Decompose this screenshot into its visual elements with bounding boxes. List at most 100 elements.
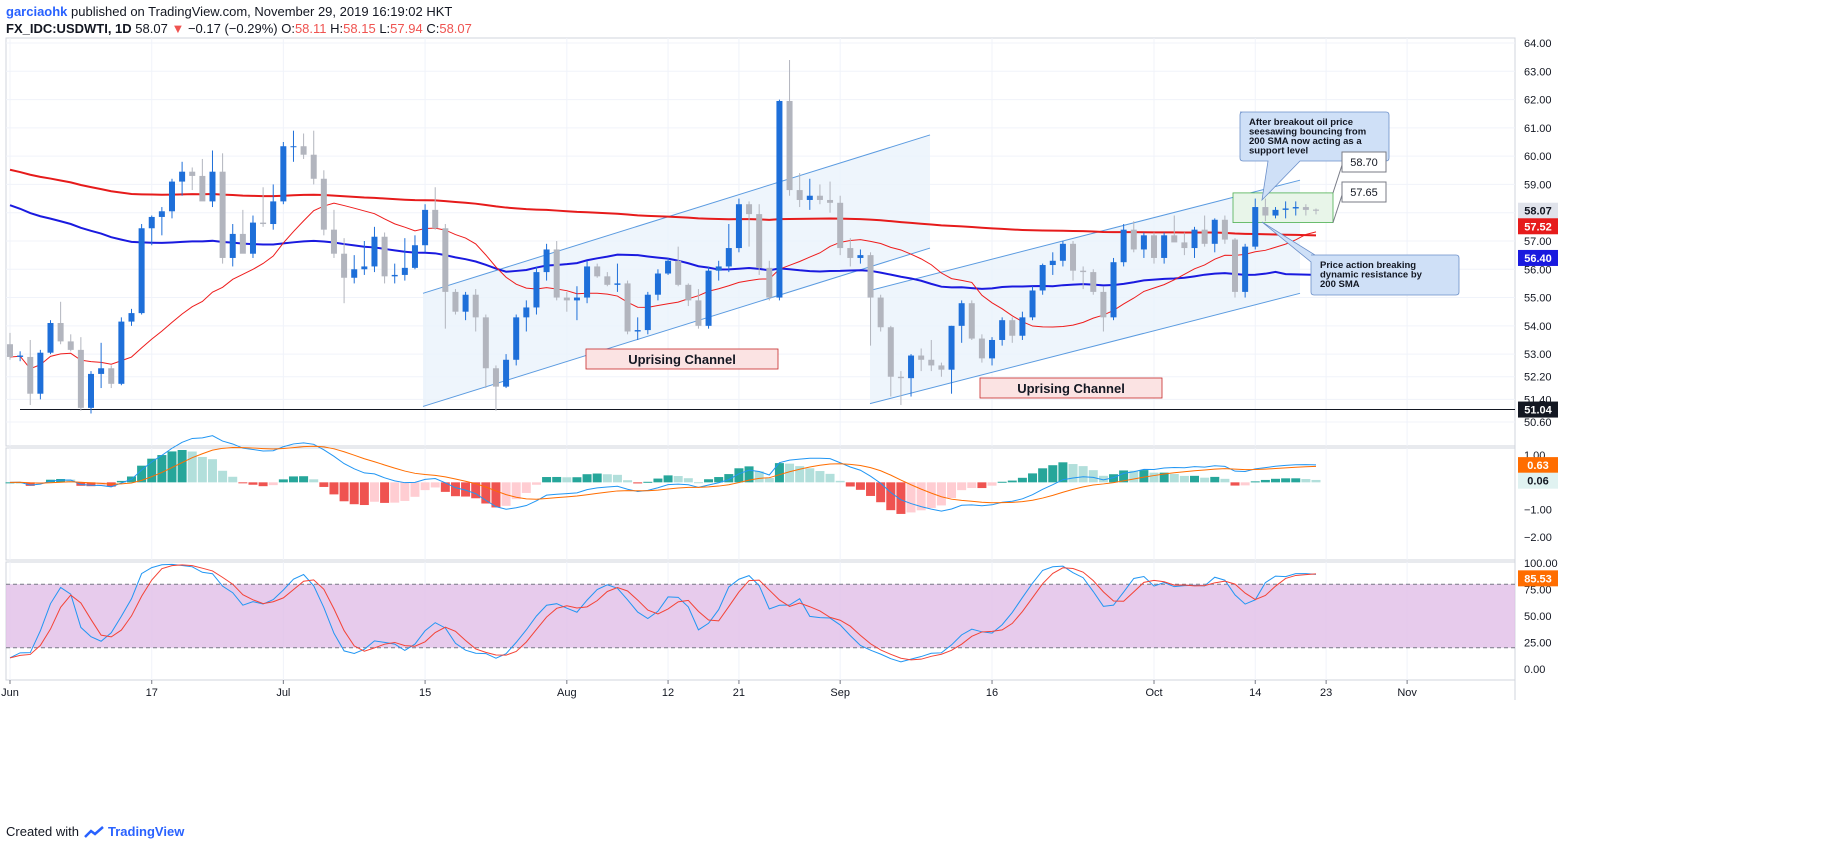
candle-body bbox=[219, 171, 226, 258]
candle bbox=[401, 238, 408, 281]
candle bbox=[189, 167, 196, 191]
candle-body bbox=[654, 273, 661, 295]
macd-histogram-bar bbox=[1301, 479, 1311, 483]
high-value: 58.15 bbox=[343, 21, 376, 36]
x-tick-label: 14 bbox=[1249, 687, 1261, 699]
candle-body bbox=[776, 100, 783, 298]
candle bbox=[897, 371, 904, 406]
candle-body bbox=[432, 209, 439, 229]
candle-body bbox=[918, 355, 925, 360]
tradingview-logo[interactable]: TradingView bbox=[83, 824, 184, 839]
price-tick-label: 59.00 bbox=[1524, 179, 1552, 191]
macd-histogram-bar bbox=[207, 459, 217, 483]
candle-body bbox=[877, 297, 884, 328]
price-axis-badge: 58.07 bbox=[1518, 202, 1558, 219]
symbol-label[interactable]: FX_IDC:USDWTI, 1D bbox=[6, 21, 132, 36]
macd-histogram-bar bbox=[835, 480, 845, 483]
candle-body bbox=[37, 352, 44, 394]
macd-histogram-bar bbox=[1260, 479, 1270, 483]
macd-axis-badge: 0.06 bbox=[1518, 472, 1558, 489]
candle bbox=[351, 255, 358, 284]
candle bbox=[827, 181, 834, 213]
candle bbox=[553, 240, 560, 301]
macd-histogram-bar bbox=[1271, 478, 1281, 483]
open-value: 58.11 bbox=[294, 21, 327, 36]
macd-histogram-bar bbox=[1200, 477, 1210, 483]
macd-histogram-bar bbox=[471, 482, 481, 499]
macd-histogram-bar bbox=[744, 466, 754, 483]
candle-body bbox=[1151, 235, 1158, 258]
candle-body bbox=[199, 175, 206, 202]
candle-body bbox=[1009, 320, 1016, 336]
x-tick-label: 17 bbox=[146, 687, 158, 699]
macd-histogram-bar bbox=[309, 479, 319, 483]
candle-body bbox=[371, 236, 378, 267]
callout-text-line: Price action breaking bbox=[1320, 260, 1416, 271]
macd-histogram-bar bbox=[218, 470, 228, 483]
macd-histogram-bar bbox=[1058, 462, 1068, 483]
candle bbox=[37, 349, 44, 400]
x-tick-label: 23 bbox=[1320, 687, 1332, 699]
x-tick-label: 16 bbox=[986, 687, 998, 699]
macd-histogram-bar bbox=[542, 477, 552, 483]
candle-body bbox=[270, 201, 277, 225]
high-label: H: bbox=[330, 21, 344, 36]
candle bbox=[1049, 252, 1056, 275]
candle-body bbox=[98, 368, 105, 374]
candle bbox=[735, 198, 742, 253]
candle-body bbox=[310, 154, 317, 179]
candle bbox=[989, 337, 996, 366]
candle-body bbox=[675, 260, 682, 285]
macd-histogram-bar bbox=[197, 456, 207, 483]
candle-body bbox=[482, 317, 489, 369]
macd-histogram-bar bbox=[936, 482, 946, 506]
candle bbox=[199, 158, 206, 202]
macd-histogram-bar bbox=[704, 479, 714, 483]
macd-histogram-bar bbox=[623, 480, 633, 483]
candle-body bbox=[158, 211, 165, 217]
stoch-tick-label: 25.00 bbox=[1524, 638, 1552, 650]
candle bbox=[1059, 240, 1066, 267]
macd-histogram-bar bbox=[116, 480, 126, 483]
callout-text-line: dynamic resistance by bbox=[1320, 270, 1423, 281]
candle-body bbox=[1100, 291, 1107, 318]
candle-body bbox=[1181, 242, 1188, 249]
candle-body bbox=[523, 307, 530, 318]
candle-body bbox=[1292, 207, 1299, 209]
x-tick-label: Jul bbox=[276, 687, 290, 699]
candle bbox=[452, 289, 459, 315]
candle-body bbox=[685, 284, 692, 301]
candle bbox=[371, 226, 378, 273]
candle-body bbox=[168, 181, 175, 212]
price-tick-label: 52.20 bbox=[1524, 372, 1552, 384]
candle bbox=[867, 252, 874, 346]
candle bbox=[513, 314, 520, 366]
macd-histogram-bar bbox=[531, 482, 541, 485]
candle-body bbox=[806, 195, 813, 200]
macd-histogram-bar bbox=[228, 476, 238, 483]
candle-body bbox=[330, 229, 337, 254]
candle-body bbox=[1039, 265, 1046, 291]
macd-histogram-bar bbox=[461, 482, 471, 497]
candle-body bbox=[1019, 317, 1026, 336]
macd-histogram-bar bbox=[967, 482, 977, 489]
author-link[interactable]: garciaohk bbox=[6, 4, 68, 19]
candle bbox=[1070, 240, 1077, 281]
stoch-d-line bbox=[9, 564, 1317, 661]
candle-body bbox=[381, 236, 388, 277]
candle-body bbox=[563, 297, 570, 301]
candle-body bbox=[887, 327, 894, 377]
channel-label: Uprising Channel bbox=[628, 352, 736, 367]
candle bbox=[67, 334, 74, 352]
candle-body bbox=[1211, 219, 1218, 244]
badge-bg bbox=[1518, 570, 1558, 587]
macd-histogram-bar bbox=[25, 482, 35, 486]
candle bbox=[604, 272, 611, 287]
low-label: L: bbox=[379, 21, 391, 36]
macd-histogram-bar bbox=[430, 482, 440, 488]
candle bbox=[816, 184, 823, 205]
sma-20-line bbox=[9, 202, 1317, 370]
candle-body bbox=[87, 373, 94, 408]
candle-body bbox=[634, 330, 641, 332]
